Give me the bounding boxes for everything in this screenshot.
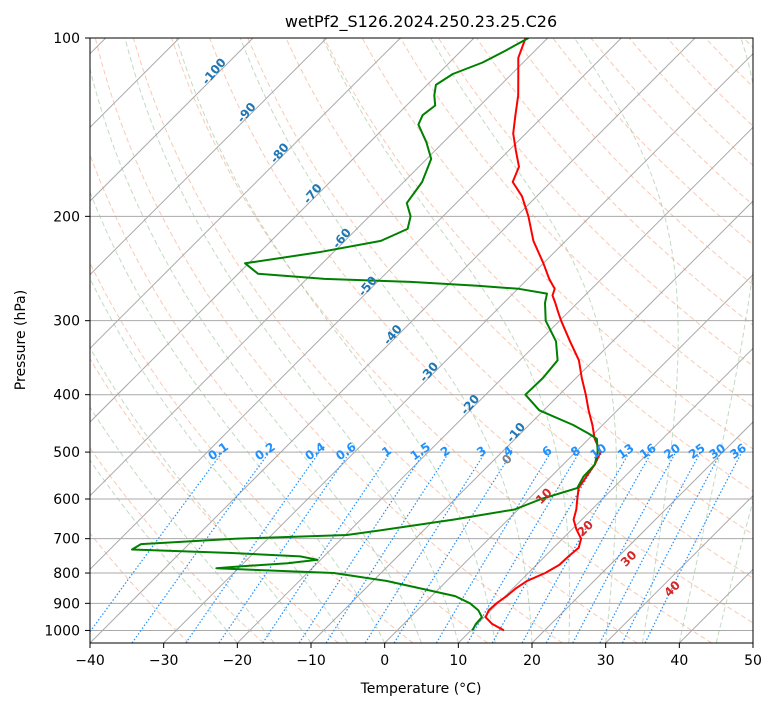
dry-adiabat-label: -100 — [199, 55, 229, 87]
x-tick-label: 50 — [744, 653, 762, 669]
isotherm — [385, 38, 775, 643]
moist-adiabat — [679, 38, 760, 643]
dry-adiabat — [667, 38, 775, 643]
mixing-ratio-label: 6 — [540, 443, 555, 459]
isotherm — [753, 38, 775, 643]
x-tick-label: 20 — [523, 653, 541, 669]
moist-adiabat — [716, 38, 775, 643]
dry-adiabat-label: -30 — [417, 359, 442, 385]
dry-adiabat-label: -80 — [267, 140, 292, 166]
mixing-ratio-label: 20 — [661, 441, 683, 462]
mixing-ratio-line — [522, 452, 629, 643]
x-tick-label: −40 — [75, 653, 105, 669]
isotherm — [237, 38, 775, 643]
dry-adiabat — [553, 38, 775, 643]
mixing-ratio-line — [394, 452, 512, 643]
dry-adiabat — [705, 38, 775, 643]
mixing-ratio-label: 10 — [587, 441, 609, 462]
x-tick-label: 30 — [597, 653, 615, 669]
dry-adiabat — [744, 38, 775, 643]
moist-adiabat-label: 20 — [574, 518, 596, 540]
isotherm — [679, 38, 775, 643]
moist-adiabat — [0, 38, 311, 643]
mixing-ratio-label: 25 — [686, 441, 708, 462]
mixing-ratio-line — [468, 452, 580, 643]
y-tick-label: 100 — [53, 31, 80, 47]
chart-title: wetPf2_S126.2024.250.23.25.C26 — [285, 12, 557, 32]
moist-adiabat-label: 40 — [661, 578, 683, 600]
mixing-ratio-label: 13 — [615, 441, 637, 462]
dry-adiabat — [210, 38, 775, 643]
isotherm — [311, 38, 775, 643]
y-tick-label: 500 — [53, 445, 80, 461]
mixing-ratio-label: 16 — [637, 441, 659, 462]
moist-adiabat — [323, 38, 570, 643]
dry-adiabat — [591, 38, 775, 643]
y-tick-label: 600 — [53, 492, 80, 508]
y-tick-label: 1000 — [44, 623, 80, 639]
y-tick-label: 200 — [53, 209, 80, 225]
x-tick-label: −20 — [223, 653, 253, 669]
x-tick-label: −10 — [296, 653, 326, 669]
dry-adiabat — [57, 38, 488, 643]
mixing-ratio-line — [263, 452, 391, 643]
mixing-ratio-line — [132, 452, 269, 643]
x-tick-label: 10 — [449, 653, 467, 669]
moist-adiabat-label: 10 — [533, 485, 555, 507]
y-axis-label: Pressure (hPa) — [13, 290, 29, 390]
x-tick-label: 40 — [670, 653, 688, 669]
moist-adiabat — [753, 38, 775, 643]
x-tick-label: 0 — [380, 653, 389, 669]
dry-adiabat-label: -40 — [380, 322, 405, 348]
mixing-ratio-line — [326, 452, 449, 643]
y-tick-label: 700 — [53, 532, 80, 548]
moist-adiabat — [83, 38, 422, 643]
mixing-ratio-label: 0.6 — [333, 440, 358, 464]
y-tick-label: 400 — [53, 388, 80, 404]
dry-adiabat-label: -70 — [300, 181, 325, 207]
dewpoint-profile — [132, 38, 598, 630]
isotherm — [0, 38, 327, 643]
y-tick-label: 800 — [53, 566, 80, 582]
moist-adiabat-label: 30 — [618, 548, 640, 570]
isotherm — [16, 38, 621, 643]
x-tick-label: −30 — [149, 653, 179, 669]
mixing-ratio-line — [600, 452, 701, 643]
x-axis-label: Temperature (°C) — [360, 681, 482, 697]
mixing-ratio-label: 1 — [379, 443, 394, 459]
dry-adiabat-label: -50 — [355, 273, 380, 299]
isotherm — [0, 38, 474, 643]
mixing-ratio-line — [573, 452, 676, 643]
mixing-ratio-label: 2 — [438, 443, 453, 459]
isotherm — [458, 38, 775, 643]
moist-adiabat — [431, 38, 617, 643]
mixing-ratio-line — [622, 452, 721, 643]
dry-adiabat-label: -10 — [504, 420, 529, 446]
mixing-ratio-line — [299, 452, 424, 643]
mixing-ratio-line — [219, 452, 350, 643]
mixing-ratio-line — [645, 452, 742, 643]
mixing-ratio-label: 30 — [706, 441, 728, 462]
dry-adiabat — [0, 38, 338, 643]
mixing-ratio-label: 0.1 — [205, 440, 230, 464]
mixing-ratio-label: 3 — [474, 443, 489, 459]
y-tick-label: 300 — [53, 314, 80, 330]
mixing-ratio-line — [82, 452, 223, 643]
y-tick-label: 900 — [53, 596, 80, 612]
